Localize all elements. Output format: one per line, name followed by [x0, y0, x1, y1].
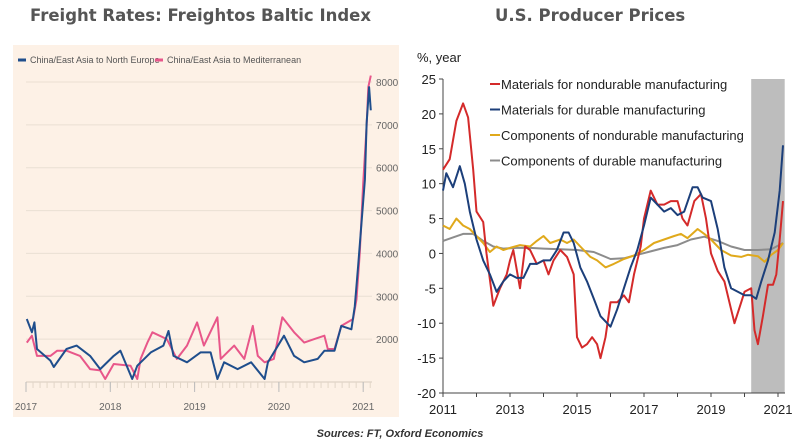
legend-label: Materials for nondurable manufacturing: [501, 77, 727, 92]
x-tick-label: 2019: [697, 402, 726, 417]
y-tick-label: 5000: [376, 207, 399, 218]
x-tick-label: 2021: [352, 402, 375, 413]
freight-chart-title: Freight Rates: Freightos Baltic Index: [30, 6, 371, 25]
x-tick-label: 2013: [496, 402, 525, 417]
series-line: [25, 86, 372, 380]
legend-label: China/East Asia to North Europe: [30, 55, 160, 65]
series-line: [442, 145, 784, 328]
y-axis-label: %, year: [417, 50, 462, 65]
legend-label: Components of durable manufacturing: [501, 154, 722, 169]
x-tick-label: 2020: [268, 402, 291, 413]
y-tick-label: -15: [417, 351, 436, 366]
series-line: [442, 232, 784, 260]
legend-label: China/East Asia to Mediterranean: [167, 55, 301, 65]
source-note: Sources: FT, Oxford Economics: [316, 428, 484, 440]
y-tick-label: 3000: [376, 292, 399, 303]
x-tick-label: 2011: [429, 402, 457, 417]
x-tick-label: 2021: [764, 402, 793, 417]
y-tick-label: 7000: [376, 121, 399, 132]
y-tick-label: 10: [422, 177, 436, 192]
x-tick-label: 2017: [630, 402, 659, 417]
x-tick-label: 2018: [99, 402, 122, 413]
x-tick-label: 2015: [563, 402, 592, 417]
ppi-chart-title: U.S. Producer Prices: [495, 6, 686, 25]
y-tick-label: 15: [422, 142, 436, 157]
y-tick-label: 4000: [376, 249, 399, 260]
y-tick-label: 2000: [376, 335, 399, 346]
y-tick-label: -10: [417, 316, 436, 331]
y-tick-label: 0: [429, 246, 436, 261]
x-tick-label: 2019: [183, 402, 206, 413]
y-tick-label: 25: [422, 72, 436, 87]
y-tick-label: 5: [429, 212, 436, 227]
y-tick-label: 8000: [376, 78, 399, 89]
y-tick-label: 20: [422, 107, 436, 122]
x-tick-label: 2017: [15, 402, 38, 413]
y-tick-label: -5: [424, 281, 436, 296]
y-tick-label: 6000: [376, 164, 399, 175]
series-line: [442, 217, 784, 269]
legend-label: Components of nondurable manufacturing: [501, 128, 744, 143]
y-tick-label: -20: [417, 386, 436, 401]
legend-label: Materials for durable manufacturing: [501, 103, 706, 118]
